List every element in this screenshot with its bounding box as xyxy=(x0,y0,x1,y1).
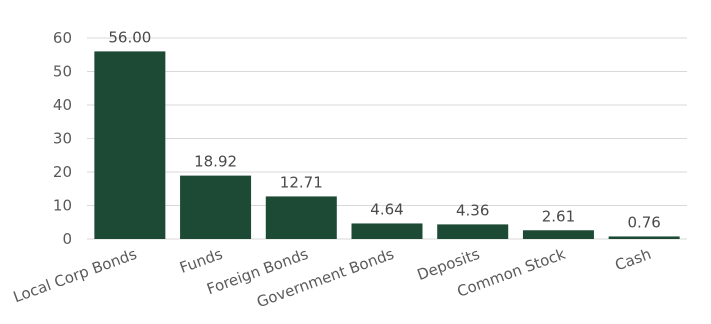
bar-3 xyxy=(351,223,423,239)
y-tick-label-20: 20 xyxy=(53,163,72,181)
bar-4 xyxy=(437,224,509,239)
bar-2 xyxy=(265,196,337,239)
y-tick-label-30: 30 xyxy=(53,130,72,148)
bar-0 xyxy=(94,51,166,240)
value-label-3: 4.64 xyxy=(370,200,403,218)
value-label-0: 56.00 xyxy=(108,28,151,46)
value-label-5: 2.61 xyxy=(542,207,575,225)
y-tick-label-60: 60 xyxy=(53,29,72,47)
value-label-6: 0.76 xyxy=(627,213,660,231)
y-tick-label-40: 40 xyxy=(53,96,72,114)
y-tick-label-10: 10 xyxy=(53,197,72,215)
category-label-6: Cash xyxy=(613,245,654,275)
bar-5 xyxy=(522,230,594,239)
bar-1 xyxy=(180,175,252,239)
value-labels: 56.00 18.92 12.71 4.64 4.36 2.61 0.76 xyxy=(108,28,660,231)
y-axis-tick-labels: 0 10 20 30 40 50 60 xyxy=(53,29,72,248)
value-label-1: 18.92 xyxy=(194,153,237,171)
bar-6 xyxy=(608,236,680,239)
value-label-4: 4.36 xyxy=(456,201,489,219)
category-label-1: Funds xyxy=(177,245,225,277)
category-label-0: Local Corp Bonds xyxy=(11,245,140,306)
value-label-2: 12.71 xyxy=(280,173,323,191)
bars xyxy=(94,51,680,240)
y-tick-label-50: 50 xyxy=(53,63,72,81)
y-tick-label-0: 0 xyxy=(62,230,72,248)
